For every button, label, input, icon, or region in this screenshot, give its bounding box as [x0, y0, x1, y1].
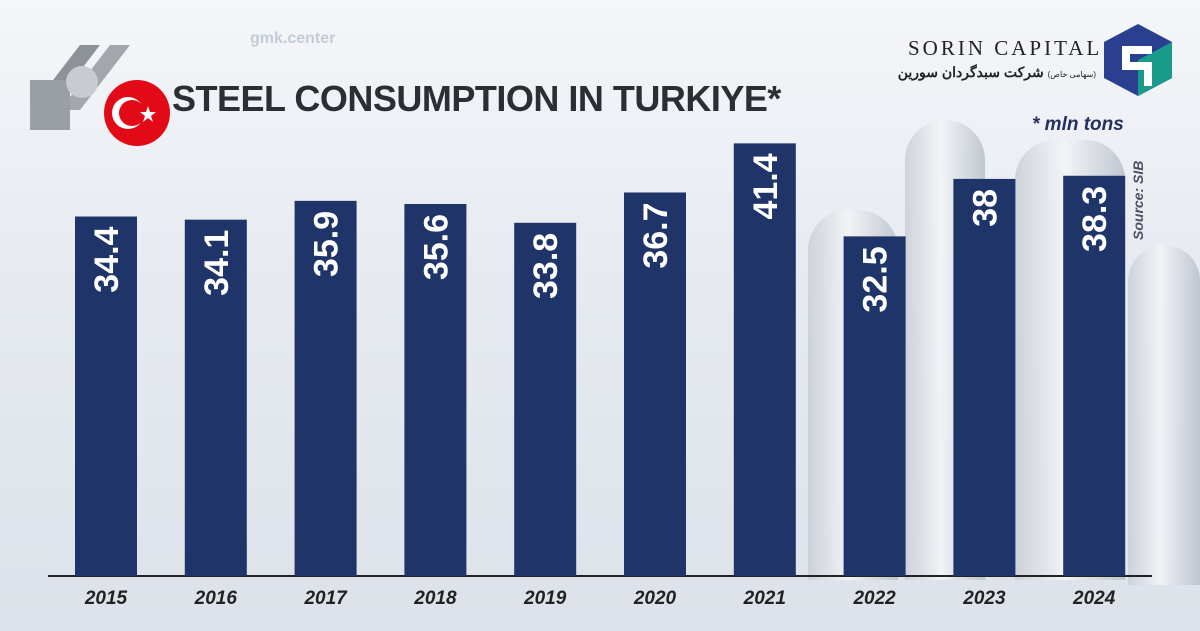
- x-tick-label: 2017: [303, 588, 348, 609]
- x-tick-label: 2018: [413, 588, 457, 609]
- x-tick-label: 2022: [852, 588, 896, 609]
- data-label: 36.7: [637, 202, 675, 268]
- x-tick-label: 2016: [194, 588, 238, 609]
- x-tick-label: 2021: [743, 588, 786, 609]
- data-label: 32.5: [857, 246, 895, 312]
- brand-fa-text: شرکت سبدگردان سورین: [897, 64, 1044, 80]
- data-label: 38.3: [1076, 186, 1114, 252]
- x-tick-label: 2015: [84, 588, 128, 609]
- bar-2021: [733, 143, 796, 576]
- data-label: 35.6: [417, 214, 455, 280]
- data-label: 33.8: [527, 233, 565, 299]
- bar-2015: [75, 216, 137, 576]
- bar-2017: [294, 200, 357, 576]
- chart-title: STEEL CONSUMPTION IN TURKIYE*: [172, 78, 781, 119]
- watermark-text: gmk.center: [250, 30, 336, 47]
- x-tick-label: 2019: [523, 588, 567, 609]
- data-label: 41.4: [747, 153, 785, 219]
- source-note: Source: SIB: [1130, 160, 1146, 240]
- sorin-logo-icon: [1104, 24, 1172, 96]
- x-tick-label: 2024: [1072, 588, 1116, 609]
- x-tick-label: 2023: [962, 588, 1006, 609]
- data-label: 38: [966, 189, 1004, 227]
- bar-2018: [404, 203, 467, 577]
- bar-2016: [184, 219, 247, 576]
- bar-2022: [843, 236, 906, 576]
- brand-name-fa: (سهامی خاص) شرکت سبدگردان سورین: [898, 64, 1096, 81]
- brand-name: SORIN CAPITAL: [908, 36, 1103, 60]
- data-label: 34.1: [198, 230, 236, 296]
- unit-note: * mln tons: [1032, 114, 1124, 135]
- data-label: 35.9: [308, 211, 346, 277]
- data-label: 34.4: [88, 226, 126, 292]
- x-tick-label: 2020: [633, 588, 677, 609]
- bar-2019: [514, 222, 577, 577]
- bar-2020: [624, 192, 686, 577]
- title-icon: [30, 45, 170, 146]
- bar-2023: [953, 178, 1016, 576]
- brand-suffix: (سهامی خاص): [1047, 70, 1096, 79]
- bar-2024: [1063, 175, 1126, 576]
- pipe-decoration: [1128, 245, 1200, 585]
